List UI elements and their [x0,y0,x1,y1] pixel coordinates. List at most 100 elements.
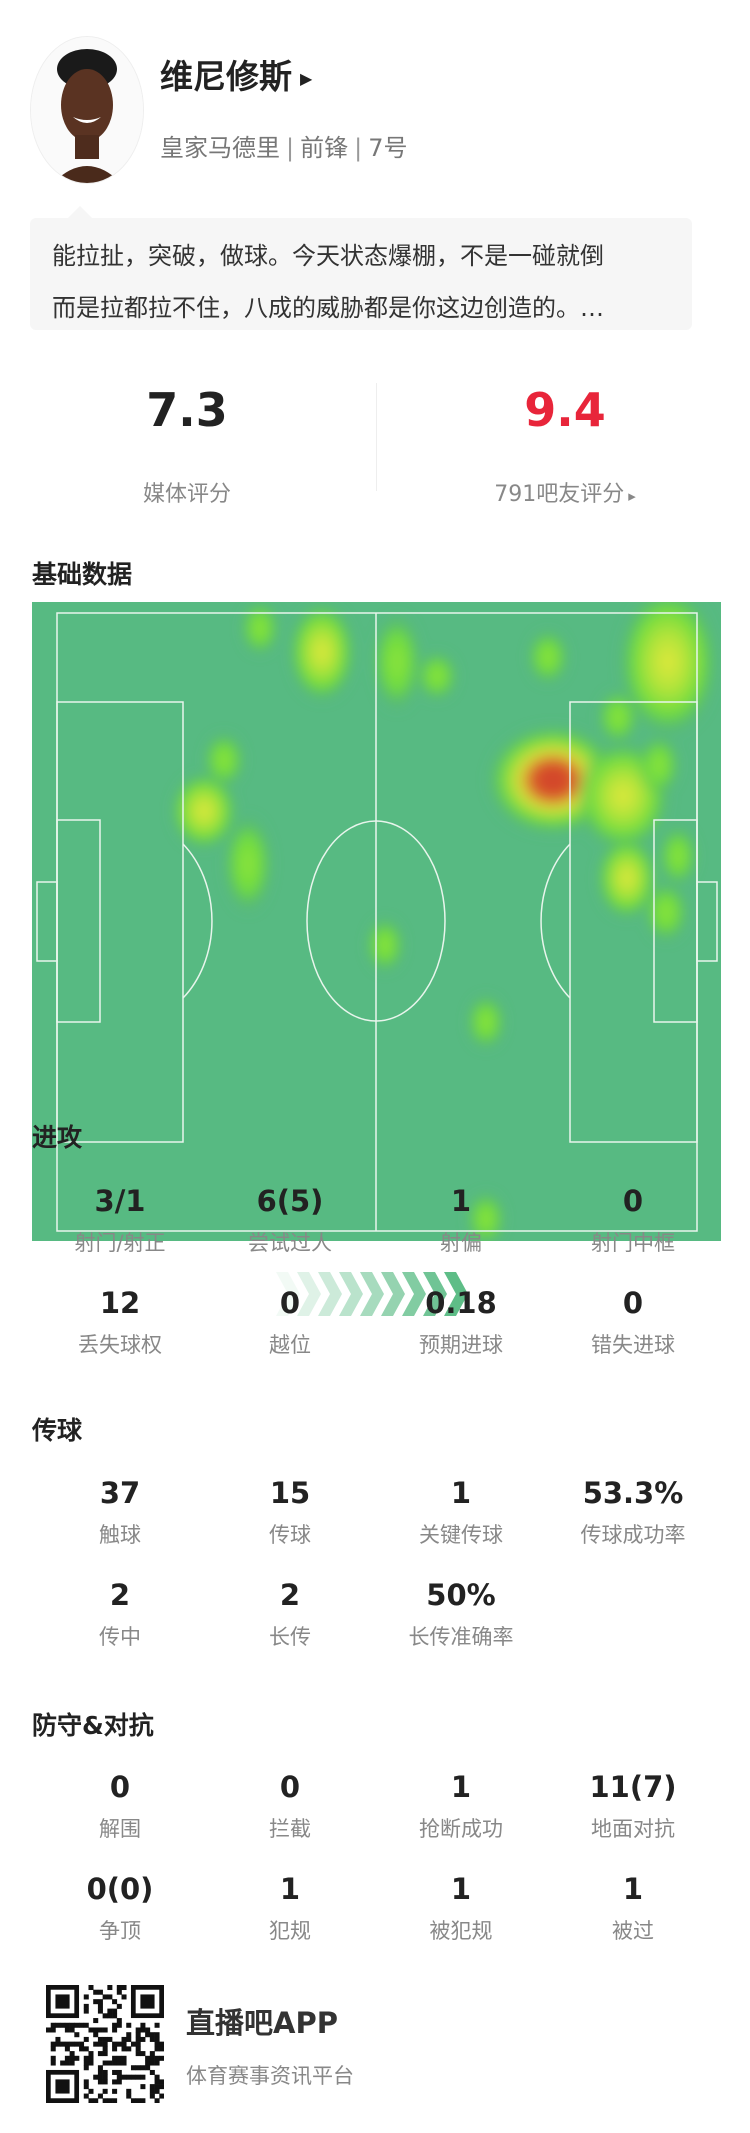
heatmap [32,586,721,1247]
app-name: 直播吧APP [186,2006,338,2040]
chevron-right-icon [423,1272,447,1316]
stat-label: 解围 [99,1817,141,1841]
stat-item: 3/1 射门/射正 [35,1184,205,1256]
stat-item: 1 被过 [548,1872,718,1944]
stat-item: 53.3% 传球成功率 [548,1476,718,1548]
stat-value: 1 [622,1872,644,1906]
chevron-right-icon [318,1272,342,1316]
stat-item: 1 射偏 [376,1184,546,1256]
caret-right-icon: ▶ [300,69,313,88]
heat-spot [617,586,719,738]
stat-value: 15 [269,1476,311,1510]
stat-item: 6(5) 尝试过人 [205,1184,375,1256]
stat-value: 2 [279,1578,301,1612]
stat-label: 拦截 [269,1817,311,1841]
heat-spot [222,813,274,915]
qr-code [46,1985,164,2103]
player-avatar [30,36,144,184]
stat-label: 射门中框 [591,1231,675,1255]
heatmap-pitch [36,586,719,1247]
chevron-right-icon [402,1272,426,1316]
stat-value: 0 [622,1184,644,1218]
comment-box[interactable]: 能拉扯，突破，做球。今天状态爆棚，不是一碰就倒 而是拉都拉不住，八成的威胁都是你… [30,218,692,330]
stat-item: 15 传球 [205,1476,375,1548]
chevron-right-icon [339,1272,363,1316]
stat-label: 射偏 [440,1231,482,1255]
left-goal-area [56,819,101,1023]
heat-spot [416,650,458,702]
stat-label: 尝试过人 [248,1231,332,1255]
pitch-lines [36,612,718,1232]
stat-item: 0 越位 [205,1286,375,1358]
heat-spot [240,600,280,656]
section-title-defense: 防守&对抗 [32,1711,154,1740]
left-goal [36,881,58,962]
heat-spot [365,917,405,973]
stat-label: 越位 [269,1333,311,1357]
fan-rating-label: 791吧友评分 [494,482,625,507]
chevron-right-icon [360,1272,384,1316]
section-title-attack: 进攻 [32,1123,83,1152]
stat-item: 0 解围 [35,1770,205,1842]
stat-value: 37 [99,1476,141,1510]
stat-value: 0 [622,1286,644,1320]
stat-label: 预期进球 [419,1333,503,1357]
heat-spot [643,881,689,943]
stat-value: 1 [450,1770,472,1804]
stat-label: 错失进球 [591,1333,675,1357]
stat-label: 传球 [269,1523,311,1547]
stat-item: 37 触球 [35,1476,205,1548]
heat-spot [658,825,698,887]
stat-label: 抢断成功 [419,1817,503,1841]
stat-value: 1 [450,1872,472,1906]
player-name: 维尼修斯 [160,57,292,96]
heat-spot [638,734,680,796]
comment-line: 能拉扯，突破，做球。今天状态爆棚，不是一碰就倒 [52,242,604,270]
stat-value: 1 [450,1476,472,1510]
heat-spot [288,601,356,703]
center-circle [306,820,446,1022]
player-name-link[interactable]: 维尼修斯 ▶ [160,50,312,98]
fan-rating-link[interactable]: 791吧友评分 ▸ [415,476,715,508]
chevron-right-icon [381,1272,405,1316]
heat-spot [527,629,569,685]
stat-label: 争顶 [99,1919,141,1943]
stat-label: 长传准确率 [408,1625,514,1649]
stat-value: 6(5) [256,1184,324,1218]
fan-rating-value: 9.4 [524,383,606,437]
stat-value: 12 [99,1286,141,1320]
heat-spot [596,836,658,920]
stat-item: 0 错失进球 [548,1286,718,1358]
chevron-right-icon [444,1272,468,1316]
stat-label: 关键传球 [419,1523,503,1547]
media-rating-label: 媒体评分 [142,482,231,507]
stat-label: 被犯规 [429,1919,493,1943]
stat-item: 1 被犯规 [376,1872,546,1944]
stat-label: 长传 [269,1625,311,1649]
comment-pointer [68,206,92,218]
stat-value: 2 [109,1578,131,1612]
stat-item: 0 射门中框 [548,1184,718,1256]
chevron-right-icon [297,1272,321,1316]
stat-value: 3/1 [94,1184,146,1218]
section-title-passing: 传球 [32,1416,83,1445]
right-penalty-arc [540,843,571,999]
section-title-basic: 基础数据 [32,560,133,589]
media-rating-value: 7.3 [146,383,228,437]
heat-spot [466,994,506,1050]
stat-value: 1 [279,1872,301,1906]
stat-value: 1 [450,1184,472,1218]
stat-item: 2 长传 [205,1578,375,1650]
stat-value: 0 [279,1286,301,1320]
player-info: 皇家马德里 | 前锋 | 7号 [160,128,407,163]
stat-label: 丢失球权 [78,1333,162,1357]
team-name: 皇家马德里 [160,134,280,162]
stat-value: 53.3% [582,1476,684,1510]
stat-label: 犯规 [269,1919,311,1943]
stat-value: 0(0) [86,1872,154,1906]
chevron-right-icon [276,1272,300,1316]
stat-label: 地面对抗 [591,1817,675,1841]
separator: | [354,134,363,162]
rating-divider [376,383,377,491]
left-penalty-box [56,701,184,1143]
